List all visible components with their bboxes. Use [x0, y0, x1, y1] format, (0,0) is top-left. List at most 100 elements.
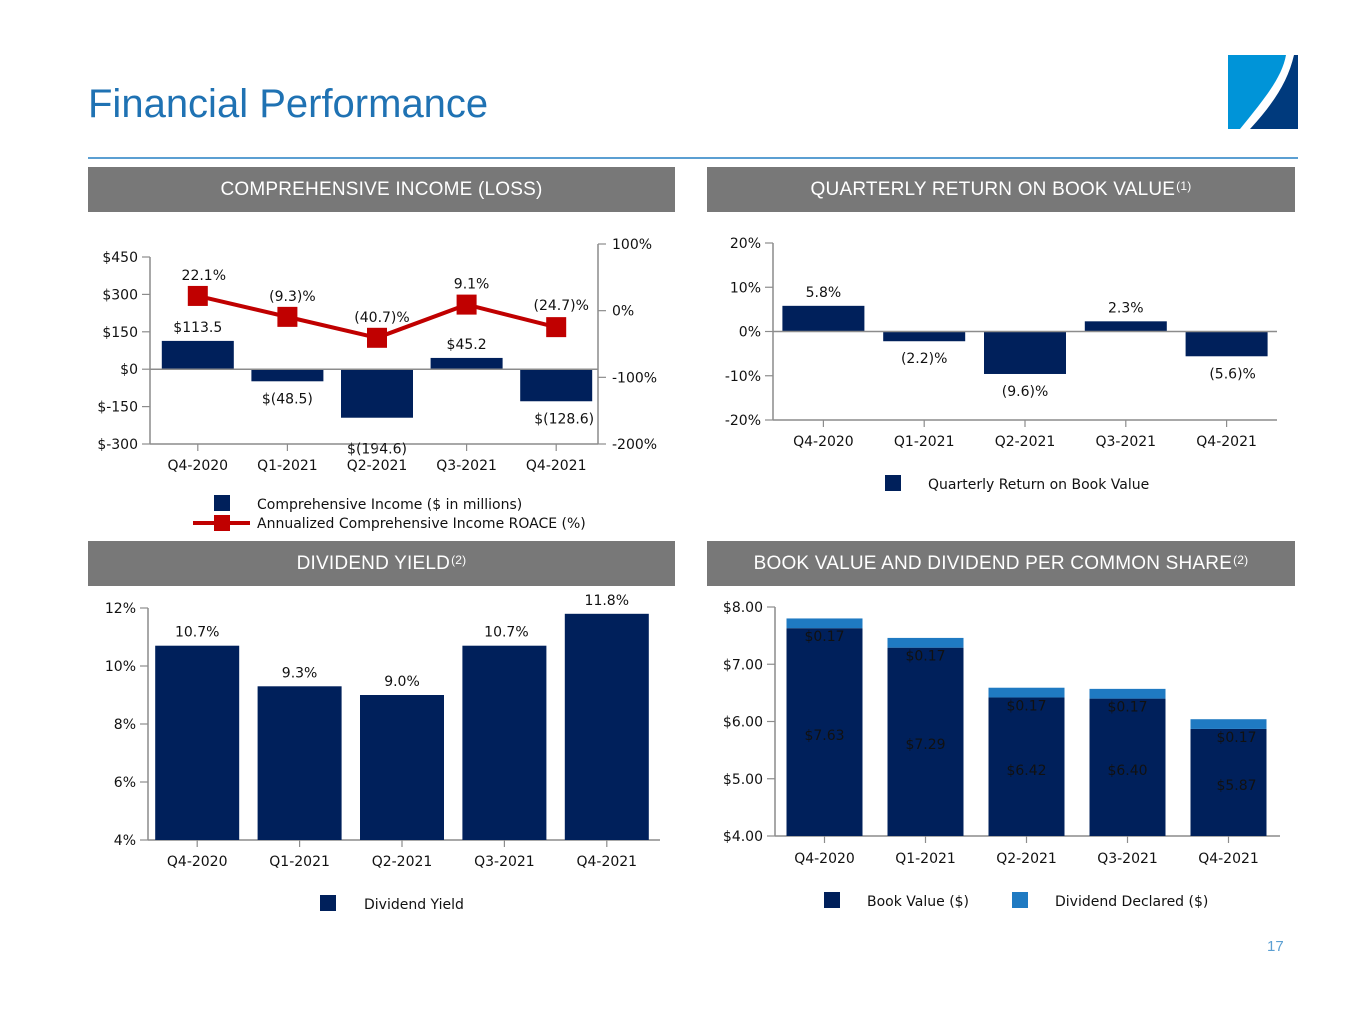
y-tick-label: -10%	[725, 369, 761, 385]
bar-return-on-book	[782, 305, 865, 332]
bar-book-value	[1089, 698, 1166, 836]
bar-comprehensive-income	[520, 369, 593, 402]
x-tick-label: Q1-2021	[894, 434, 955, 450]
y-tick-label: -200%	[612, 437, 657, 453]
legend-swatch-book-value	[824, 892, 840, 908]
bar-data-label-book-value: $7.63	[804, 728, 844, 744]
line-data-label: 9.1%	[454, 277, 490, 293]
bar-return-on-book	[984, 331, 1066, 374]
bar-data-label: 10.7%	[175, 625, 219, 641]
bar-book-value	[887, 647, 964, 836]
marker-roace	[187, 285, 208, 306]
y-tick-label: $5.00	[723, 772, 763, 788]
bar-dividend-declared	[988, 687, 1065, 698]
bar-dividend-yield	[564, 613, 649, 840]
legend-label: Dividend Declared ($)	[1055, 894, 1208, 910]
x-tick-label: Q1-2021	[895, 851, 956, 867]
y-tick-label: $300	[102, 287, 138, 303]
panel-title: BOOK VALUE AND DIVIDEND PER COMMON SHARE	[753, 552, 1233, 574]
legend-label: Comprehensive Income ($ in millions)	[257, 497, 522, 513]
bar-dividend-yield	[257, 686, 342, 840]
x-tick-label: Q4-2020	[167, 458, 228, 474]
footnote-marker: (1)	[1176, 178, 1192, 193]
x-tick-label: Q1-2021	[269, 854, 330, 870]
bar-data-label: 9.0%	[384, 674, 420, 690]
bar-dividend-yield	[155, 645, 240, 840]
legend-marker-roace	[214, 515, 230, 531]
y-tick-label: 100%	[612, 237, 652, 253]
bar-data-label-book-value: $5.87	[1216, 778, 1256, 794]
bar-dividend-declared	[887, 637, 964, 648]
bar-data-label-dividend: $0.17	[804, 629, 844, 645]
x-tick-label: Q4-2021	[526, 458, 587, 474]
legend-label: Quarterly Return on Book Value	[928, 477, 1149, 493]
bar-comprehensive-income	[430, 357, 503, 370]
page-number: 17	[1267, 938, 1284, 955]
page-title: Financial Performance	[88, 82, 489, 126]
bar-data-label: (9.6)%	[1002, 384, 1049, 400]
line-data-label: (9.3)%	[269, 289, 316, 305]
y-tick-label: $-300	[97, 437, 138, 453]
bar-book-value	[1190, 728, 1267, 836]
bar-data-label: $45.2	[447, 337, 487, 353]
panel-header-return-on-book: QUARTERLY RETURN ON BOOK VALUE (1)	[707, 167, 1295, 212]
x-tick-label: Q1-2021	[257, 458, 318, 474]
bar-dividend-declared	[1190, 719, 1267, 729]
bar-data-label: 2.3%	[1108, 300, 1144, 316]
y-tick-label: $150	[102, 325, 138, 341]
panel-header-dividend-yield: DIVIDEND YIELD (2)	[88, 541, 675, 586]
bar-data-label-book-value: $6.40	[1107, 763, 1147, 779]
bar-book-value	[988, 697, 1065, 836]
y-tick-label: 12%	[105, 601, 136, 617]
legend-swatch-dividend-declared	[1012, 892, 1028, 908]
y-tick-label: 6%	[114, 775, 136, 791]
chart-book-value: $4.00 $5.00 $6.00 $7.00 $8.00 $0.17 $7.63 $0.17…	[723, 600, 1280, 910]
x-tick-label: Q4-2021	[1198, 851, 1259, 867]
legend-swatch-comprehensive-income	[214, 495, 230, 511]
panel-header-book-value: BOOK VALUE AND DIVIDEND PER COMMON SHARE…	[707, 541, 1295, 586]
panel-header-comprehensive-income: COMPREHENSIVE INCOME (LOSS)	[88, 167, 675, 212]
bar-data-label: 5.8%	[806, 285, 842, 301]
y-tick-label: 8%	[114, 717, 136, 733]
y-tick-label: $8.00	[723, 600, 763, 616]
bar-data-label-dividend: $0.17	[1216, 730, 1256, 746]
bar-comprehensive-income	[341, 369, 413, 418]
bar-data-label: $(48.5)	[262, 391, 313, 407]
y-tick-label: $-150	[97, 400, 138, 416]
legend-label: Book Value ($)	[867, 894, 969, 910]
x-tick-label: Q3-2021	[1095, 434, 1156, 450]
bar-data-label-book-value: $6.42	[1006, 763, 1046, 779]
y-tick-label: 20%	[730, 236, 761, 252]
bar-data-label: (2.2)%	[901, 351, 948, 367]
panel-title: COMPREHENSIVE INCOME (LOSS)	[220, 178, 543, 200]
panel-title: QUARTERLY RETURN ON BOOK VALUE	[810, 178, 1176, 200]
x-tick-label: Q3-2021	[474, 854, 535, 870]
y-tick-label: 4%	[114, 833, 136, 849]
y-tick-label: $7.00	[723, 657, 763, 673]
bar-data-label: $113.5	[173, 320, 222, 336]
bar-data-label-dividend: $0.17	[905, 649, 945, 665]
y-tick-label: 0%	[612, 304, 634, 320]
legend-swatch-dividend-yield	[320, 895, 336, 911]
x-tick-label: Q4-2021	[1196, 434, 1257, 450]
company-logo	[1228, 55, 1298, 129]
bar-data-label-book-value: $7.29	[905, 737, 945, 753]
footnote-marker: (2)	[1233, 552, 1249, 567]
y-tick-label: 10%	[730, 280, 761, 296]
x-tick-label: Q3-2021	[1097, 851, 1158, 867]
x-tick-label: Q2-2021	[996, 851, 1057, 867]
bar-data-label: 11.8%	[585, 593, 629, 609]
line-data-label: (24.7)%	[533, 298, 588, 314]
bar-dividend-declared	[786, 618, 863, 629]
y-tick-label: $4.00	[723, 829, 763, 845]
marker-roace	[367, 327, 387, 348]
x-tick-label: Q4-2021	[576, 854, 637, 870]
y-tick-label: $6.00	[723, 715, 763, 731]
y-tick-label: 10%	[105, 659, 136, 675]
bar-dividend-yield	[360, 695, 444, 840]
logo-light-shape	[1228, 55, 1286, 129]
marker-roace	[277, 306, 298, 327]
bar-data-label: (5.6)%	[1209, 366, 1256, 382]
x-tick-label: Q2-2021	[995, 434, 1056, 450]
